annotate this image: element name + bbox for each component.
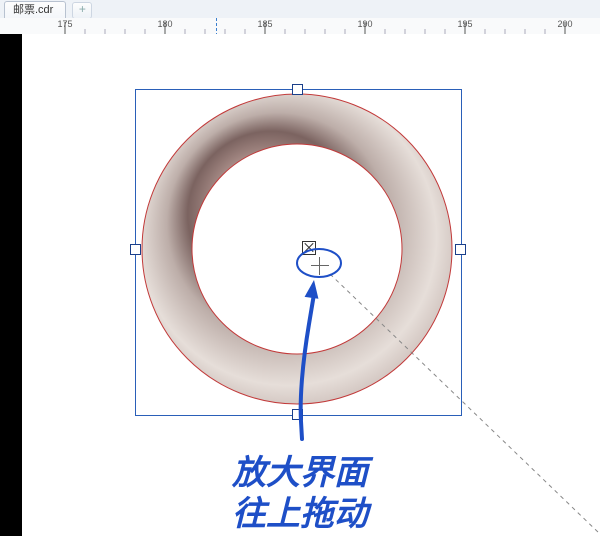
ruler-horizontal[interactable]: 175 180 185 190 195 200: [0, 18, 600, 35]
document-tabs: 邮票.cdr +: [0, 0, 600, 19]
plus-icon: +: [79, 2, 86, 16]
selection-handle-s[interactable]: [292, 409, 303, 420]
ruler-label: 185: [257, 19, 272, 29]
tab-label: 邮票.cdr: [13, 4, 53, 16]
cursor-crosshair: [311, 257, 329, 275]
ruler-label: 200: [557, 19, 572, 29]
page-margin-strip: [0, 34, 22, 536]
ruler-svg: 175 180 185 190 195 200: [0, 18, 600, 34]
selection-handle-n[interactable]: [292, 84, 303, 95]
new-tab-button[interactable]: +: [72, 2, 92, 19]
selection-bounding-box: [135, 89, 462, 416]
selection-handle-e[interactable]: [455, 244, 466, 255]
canvas[interactable]: 放大界面 往上拖动: [22, 34, 600, 536]
object-center-marker[interactable]: [301, 240, 317, 256]
ruler-label: 190: [357, 19, 372, 29]
ruler-label: 195: [457, 19, 472, 29]
ruler-label: 175: [57, 19, 72, 29]
selection-handle-w[interactable]: [130, 244, 141, 255]
annotation-text: 放大界面 往上拖动: [232, 454, 368, 536]
ruler-label: 180: [157, 19, 172, 29]
